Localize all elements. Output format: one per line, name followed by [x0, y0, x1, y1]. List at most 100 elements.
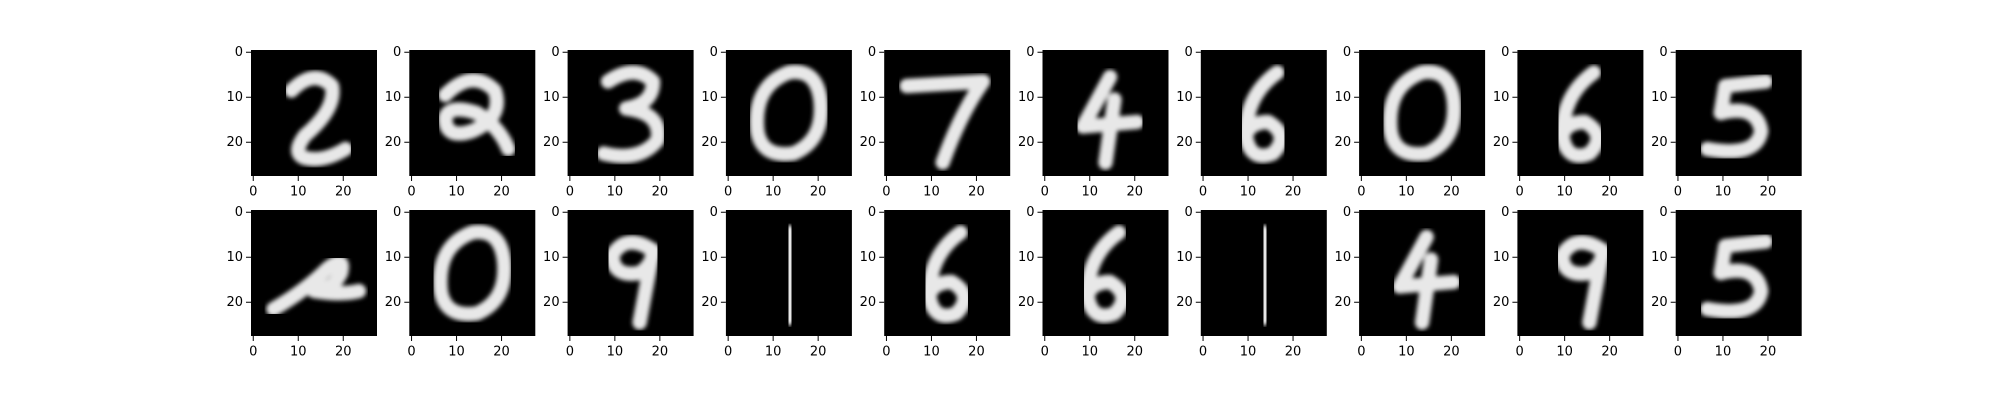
- x-tick-label: 20: [1285, 185, 1302, 200]
- y-tick-label: 10: [226, 250, 243, 265]
- y-tick-label: 20: [1493, 295, 1510, 310]
- digit-image: [749, 64, 829, 162]
- subplot: 0 10 20 0 10 20: [1176, 205, 1327, 360]
- digit-image: [899, 74, 991, 170]
- x-tick-label: 10: [290, 185, 307, 200]
- x-tick-label: 20: [1760, 185, 1777, 200]
- x-tick-label: 0: [1674, 185, 1682, 200]
- subplot: 0 10 20 0 10 20: [1176, 45, 1327, 200]
- x-tick-label: 0: [407, 185, 415, 200]
- digit-image: [1699, 234, 1773, 319]
- x-tick-label: 0: [249, 185, 257, 200]
- y-tick-label: 10: [1493, 250, 1510, 265]
- y-tick-label: 0: [235, 205, 243, 220]
- y-tick-label: 0: [1501, 205, 1509, 220]
- y-tick-label: 20: [543, 135, 560, 150]
- y-tick-label: 0: [393, 205, 401, 220]
- y-tick-label: 20: [543, 295, 560, 310]
- x-tick-label: 0: [1041, 345, 1049, 360]
- x-tick-label: 20: [493, 185, 510, 200]
- y-tick-label: 0: [1659, 205, 1667, 220]
- subplot: 0 10 20 0 10 20: [701, 205, 852, 360]
- x-tick-label: 20: [810, 345, 827, 360]
- x-tick-label: 0: [566, 185, 574, 200]
- y-tick-label: 10: [543, 250, 560, 265]
- x-tick-label: 20: [335, 345, 352, 360]
- x-tick-label: 20: [652, 185, 669, 200]
- x-tick-label: 0: [724, 185, 732, 200]
- x-tick-label: 10: [448, 345, 465, 360]
- x-tick-label: 20: [1601, 185, 1618, 200]
- x-tick-label: 20: [652, 345, 669, 360]
- y-tick-label: 20: [1493, 135, 1510, 150]
- x-tick-label: 10: [607, 185, 624, 200]
- x-tick-label: 20: [1126, 185, 1143, 200]
- x-tick-label: 20: [1285, 345, 1302, 360]
- digit-image: [596, 65, 666, 164]
- x-tick-label: 10: [607, 345, 624, 360]
- y-tick-label: 20: [1651, 135, 1668, 150]
- x-tick-label: 0: [407, 345, 415, 360]
- subplot: 0 10 20 0 10 20: [860, 205, 1011, 360]
- y-tick-label: 20: [1335, 135, 1352, 150]
- digit-image: [284, 70, 353, 167]
- x-tick-label: 10: [765, 345, 782, 360]
- subplot: 0 10 20 0 10 20: [1018, 205, 1169, 360]
- digit-image: [1075, 69, 1145, 170]
- y-tick-label: 10: [1018, 250, 1035, 265]
- digit-image: [266, 255, 367, 317]
- y-tick-label: 0: [551, 45, 559, 60]
- y-tick-label: 10: [385, 90, 402, 105]
- x-tick-label: 20: [968, 345, 985, 360]
- subplot: 0 10 20 0 10 20: [1335, 45, 1486, 200]
- subplot: 0 10 20 0 10 20: [701, 45, 852, 200]
- y-tick-label: 0: [1185, 45, 1193, 60]
- y-tick-label: 20: [1651, 295, 1668, 310]
- x-tick-label: 10: [923, 185, 940, 200]
- x-tick-label: 10: [290, 345, 307, 360]
- digit-image: [1382, 64, 1462, 162]
- x-tick-label: 20: [1126, 345, 1143, 360]
- digit-image: [1555, 65, 1605, 163]
- x-tick-label: 0: [882, 345, 890, 360]
- subplot: 0 10 20 0 10 20: [385, 205, 536, 360]
- x-tick-label: 10: [1715, 185, 1732, 200]
- y-tick-label: 10: [1335, 250, 1352, 265]
- digit-image: [1555, 235, 1611, 330]
- x-tick-label: 10: [448, 185, 465, 200]
- x-tick-label: 0: [1199, 185, 1207, 200]
- x-tick-label: 20: [1601, 345, 1618, 360]
- x-tick-label: 10: [1081, 185, 1098, 200]
- y-tick-label: 10: [860, 90, 877, 105]
- y-tick-label: 10: [1176, 90, 1193, 105]
- y-tick-label: 0: [1185, 205, 1193, 220]
- x-tick-label: 20: [810, 185, 827, 200]
- digit-image: [1392, 229, 1461, 330]
- digit-image: [1238, 65, 1288, 163]
- y-tick-label: 20: [701, 295, 718, 310]
- digit-image: [1080, 225, 1130, 323]
- y-tick-label: 20: [1176, 135, 1193, 150]
- y-tick-label: 0: [868, 205, 876, 220]
- y-tick-label: 20: [385, 135, 402, 150]
- y-tick-label: 0: [1343, 205, 1351, 220]
- y-tick-label: 20: [1176, 295, 1193, 310]
- x-tick-label: 0: [1516, 345, 1524, 360]
- y-tick-label: 20: [701, 135, 718, 150]
- y-tick-label: 20: [1018, 295, 1035, 310]
- y-tick-label: 20: [226, 135, 243, 150]
- y-tick-label: 0: [1659, 45, 1667, 60]
- digit-image: [438, 73, 516, 157]
- y-tick-label: 0: [1026, 205, 1034, 220]
- x-tick-label: 10: [1398, 185, 1415, 200]
- digit-image: [922, 225, 972, 323]
- y-tick-label: 10: [1493, 90, 1510, 105]
- x-tick-label: 0: [1357, 345, 1365, 360]
- x-tick-label: 0: [1516, 185, 1524, 200]
- x-tick-label: 0: [566, 345, 574, 360]
- x-tick-label: 0: [1357, 185, 1365, 200]
- y-tick-label: 0: [1501, 45, 1509, 60]
- subplot: 0 10 20 0 10 20: [1651, 205, 1802, 360]
- x-tick-label: 20: [1443, 185, 1460, 200]
